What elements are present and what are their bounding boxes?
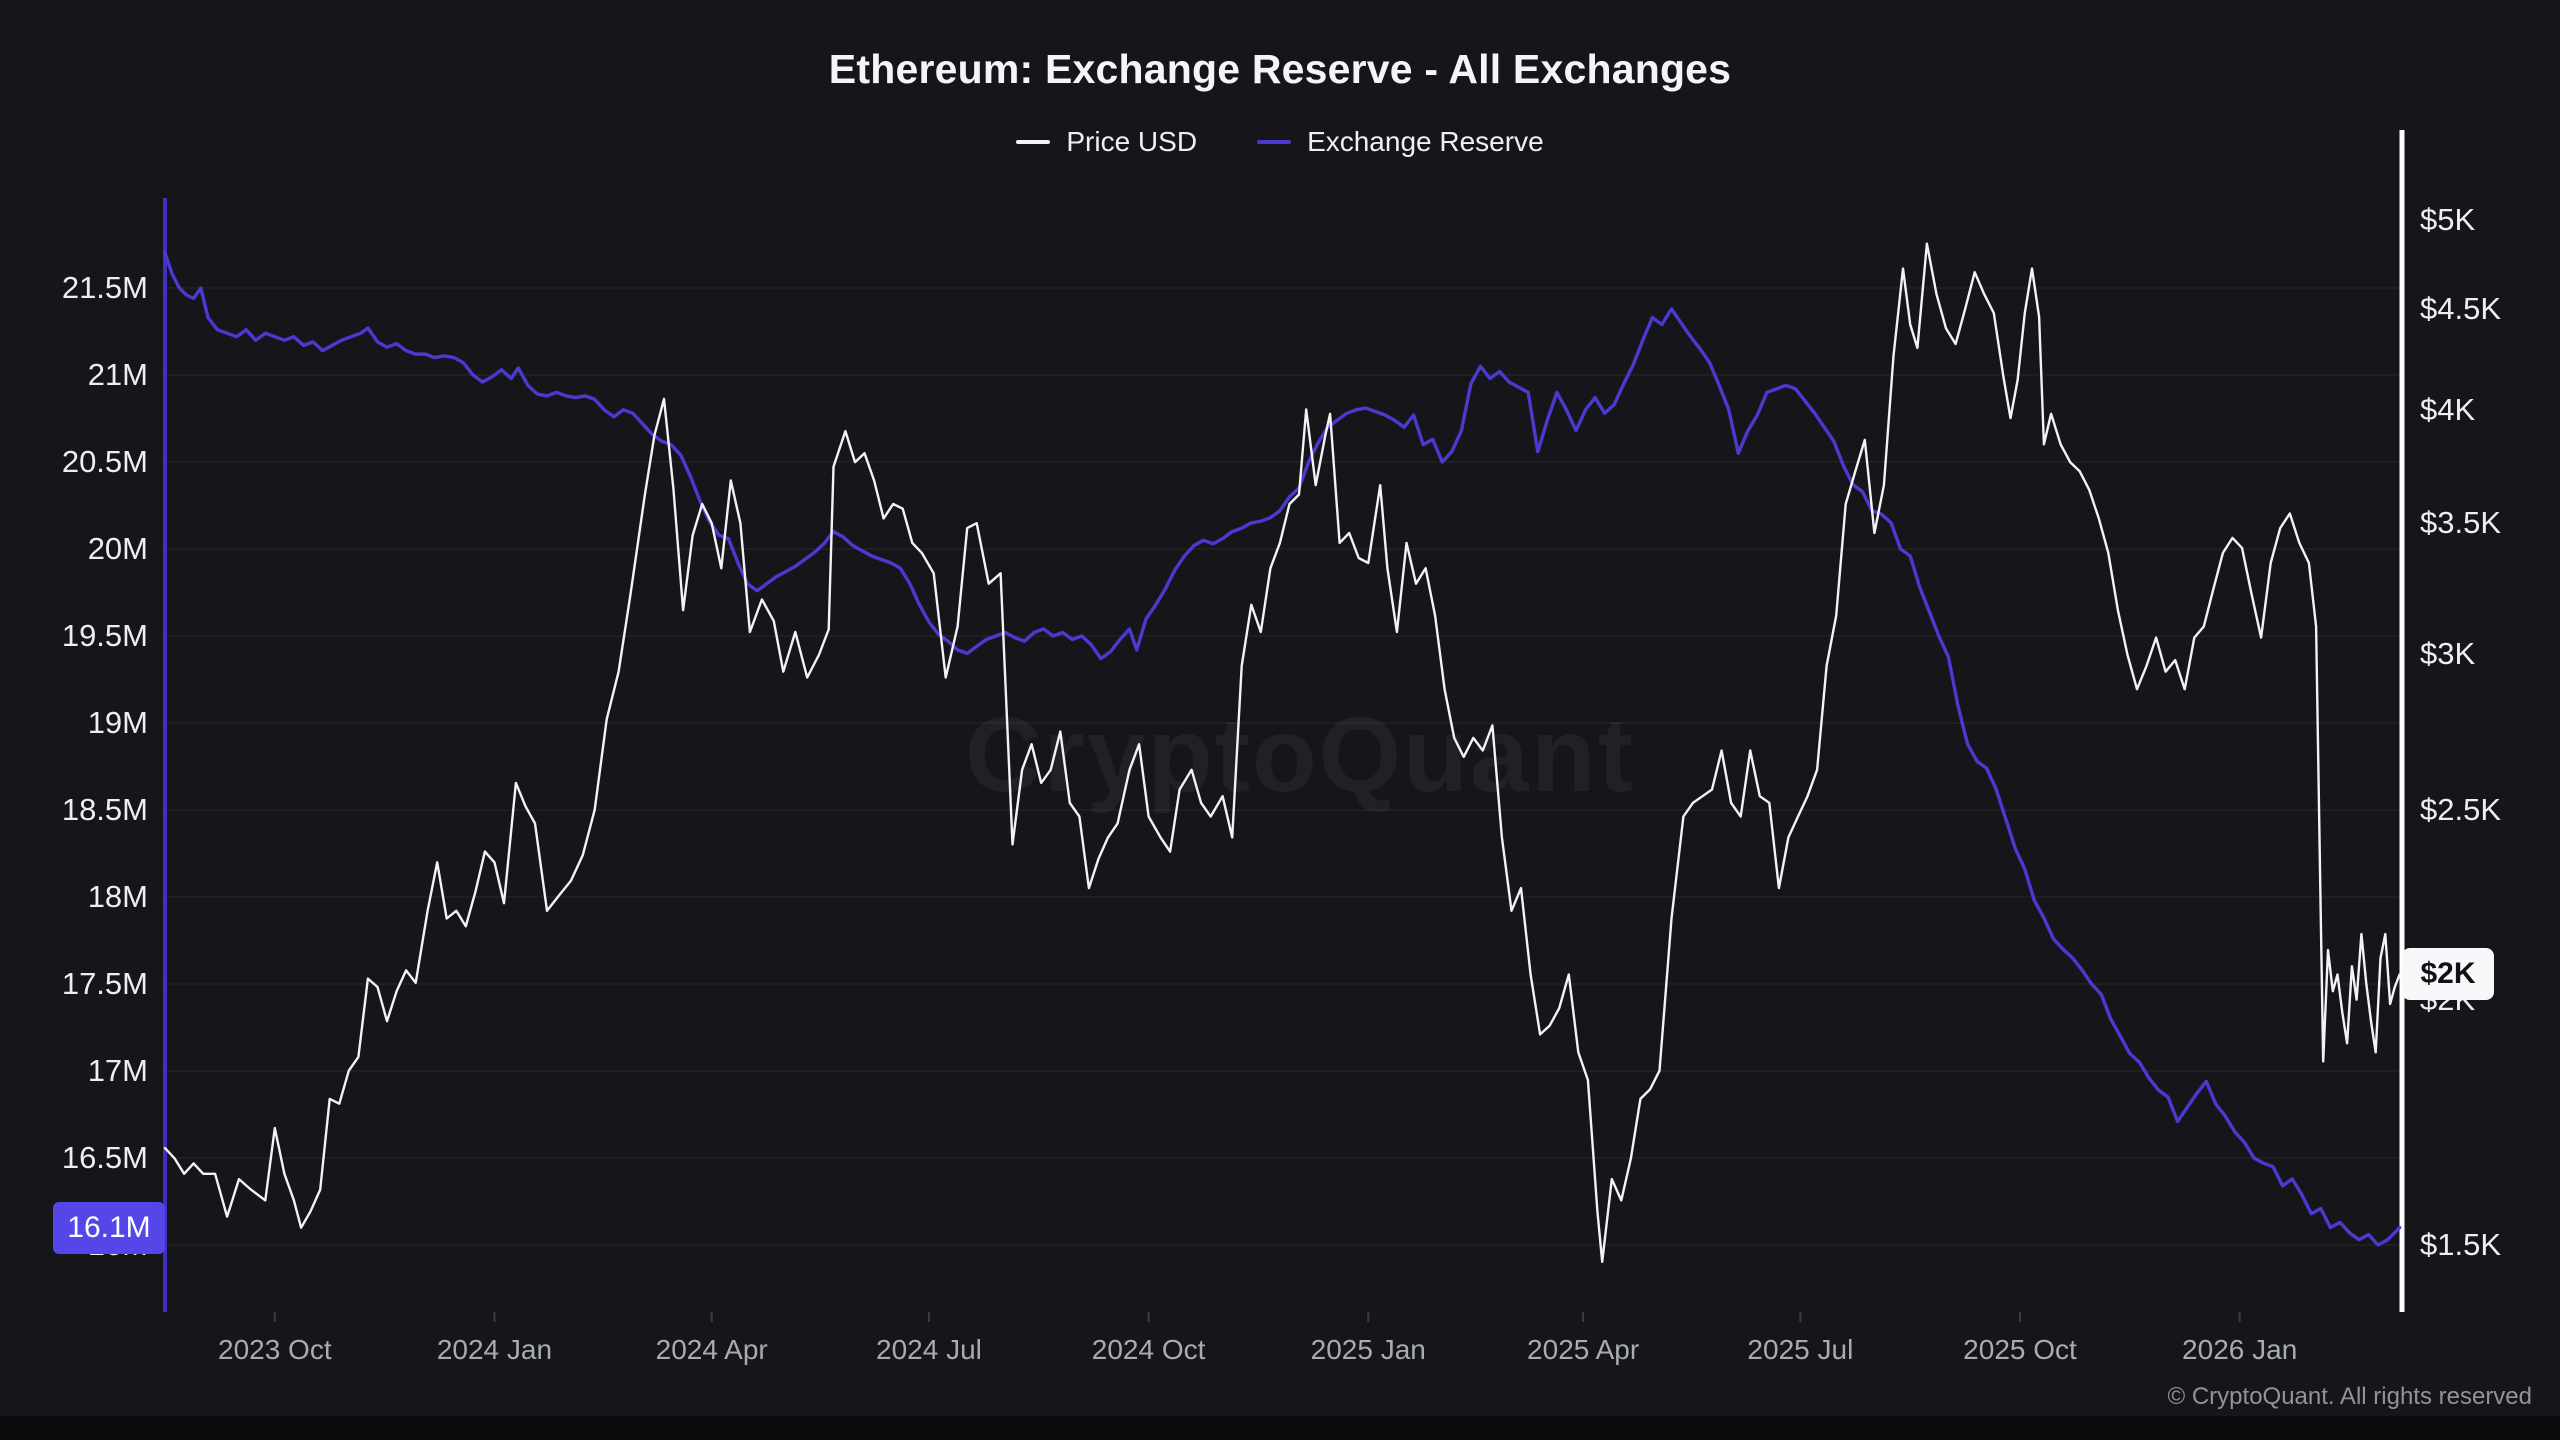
chart-title: Ethereum: Exchange Reserve - All Exchang… xyxy=(828,46,1732,92)
legend-item-price-usd[interactable]: Price USD xyxy=(1016,126,1197,158)
right-axis-tick-label: $3K xyxy=(2420,636,2476,672)
right-axis-tick-label: $3.5K xyxy=(2420,505,2502,541)
x-axis-tick-label: 2025 Apr xyxy=(1527,1334,1640,1365)
left-axis-tick-label: 19M xyxy=(87,705,148,740)
left-axis-tick-label: 20.5M xyxy=(61,444,148,479)
left-axis-tick-label: 17M xyxy=(87,1053,148,1088)
left-axis-tick-label: 20M xyxy=(87,531,148,566)
x-axis-tick-label: 2024 Apr xyxy=(655,1334,768,1365)
legend-label: Price USD xyxy=(1066,126,1198,157)
current-price-badge: $2K xyxy=(2402,948,2494,1001)
bottom-bar xyxy=(0,1416,2560,1440)
exchange-reserve-swatch-icon xyxy=(1257,140,1292,144)
right-axis-tick-label: $2.5K xyxy=(2420,791,2502,827)
x-axis-tick-label: 2024 Oct xyxy=(1091,1334,1206,1365)
legend-label: Exchange Reserve xyxy=(1307,126,1544,157)
x-axis-tick-label: 2026 Jan xyxy=(2182,1334,2298,1365)
right-axis-tick-label: $4K xyxy=(2420,391,2476,427)
price-usd-swatch-icon xyxy=(1016,140,1051,144)
x-axis-tick-label: 2024 Jul xyxy=(876,1334,982,1365)
left-axis-tick-label: 18.5M xyxy=(61,792,148,827)
copyright-text: © CryptoQuant. All rights reserved xyxy=(2167,1383,2533,1410)
series-line-exchange-reserve xyxy=(163,251,2402,1247)
x-axis-tick-label: 2024 Jan xyxy=(436,1334,553,1365)
left-axis-tick-label: 21.5M xyxy=(61,270,148,305)
current-reserve-badge: 16.1M xyxy=(53,1201,165,1254)
left-axis-tick-label: 21M xyxy=(87,357,148,392)
legend-item-exchange-reserve[interactable]: Exchange Reserve xyxy=(1257,126,1544,158)
x-axis-tick-label: 2025 Oct xyxy=(1963,1334,2077,1365)
series-line-price-usd xyxy=(163,242,2401,1263)
x-axis-tick-label: 2025 Jan xyxy=(1310,1334,1426,1365)
left-axis-tick-label: 19.5M xyxy=(61,618,148,653)
left-axis-tick-label: 16.5M xyxy=(61,1140,148,1175)
right-axis-tick-label: $5K xyxy=(2420,201,2476,237)
right-axis-tick-label: $1.5K xyxy=(2420,1226,2502,1262)
x-axis-tick-label: 2025 Jul xyxy=(1747,1334,1854,1365)
legend: Price USD Exchange Reserve xyxy=(0,126,2560,158)
x-axis-tick-label: 2023 Oct xyxy=(217,1334,332,1365)
right-axis-tick-label: $4.5K xyxy=(2420,291,2502,327)
left-axis-tick-label: 18M xyxy=(87,879,148,914)
left-axis-tick-label: 17.5M xyxy=(61,966,148,1001)
